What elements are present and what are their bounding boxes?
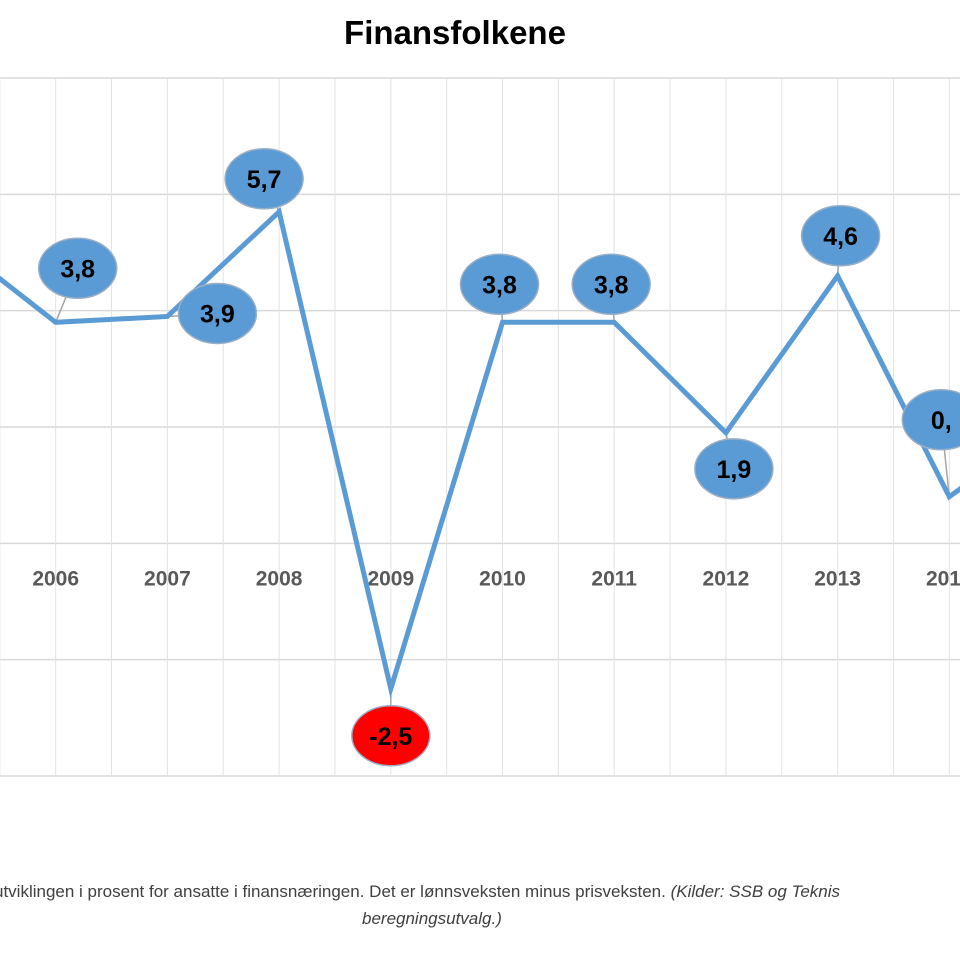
data-label: 4,6 [823, 223, 858, 251]
x-tick-label: 2013 [814, 567, 861, 590]
data-label: 0, [931, 407, 952, 435]
series-line [0, 207, 960, 699]
data-label: 1,9 [717, 456, 752, 484]
data-label: 3,9 [200, 300, 235, 328]
data-label-bubble [459, 253, 540, 316]
data-label: 3,8 [60, 255, 95, 283]
x-tick-label: 2014 [926, 567, 960, 590]
data-label: 5,7 [247, 166, 282, 194]
data-label: 3,8 [482, 271, 517, 299]
x-tick-label: 2012 [703, 567, 750, 590]
caption-source: (Kilder: SSB og Teknis [670, 882, 841, 901]
data-label: 3,8 [594, 271, 629, 299]
data-label-bubble [224, 148, 304, 210]
x-tick-label: 2011 [591, 567, 637, 590]
data-label-bubble [177, 282, 258, 345]
caption-source-continued: beregningsutvalg.) [362, 909, 502, 928]
x-tick-label: 2006 [32, 567, 79, 590]
data-label-bubble [37, 237, 118, 300]
data-label-bubble [800, 205, 881, 267]
x-tick-label: 2010 [479, 567, 526, 590]
chart-title: Finansfolkene [344, 14, 566, 51]
x-tick-label: 2007 [144, 567, 191, 590]
data-label-bubble [571, 253, 651, 316]
data-label: -2,5 [369, 723, 412, 751]
x-tick-label: 2009 [367, 567, 414, 590]
caption-text: utviklingen i prosent for ansatte i fina… [0, 882, 666, 901]
data-label-bubble [694, 438, 774, 500]
data-label-bubble [351, 705, 431, 767]
data-label-bubble [901, 389, 960, 451]
x-tick-label: 2008 [256, 567, 303, 590]
